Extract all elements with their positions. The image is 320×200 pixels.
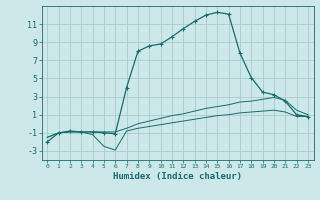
X-axis label: Humidex (Indice chaleur): Humidex (Indice chaleur) <box>113 172 242 181</box>
